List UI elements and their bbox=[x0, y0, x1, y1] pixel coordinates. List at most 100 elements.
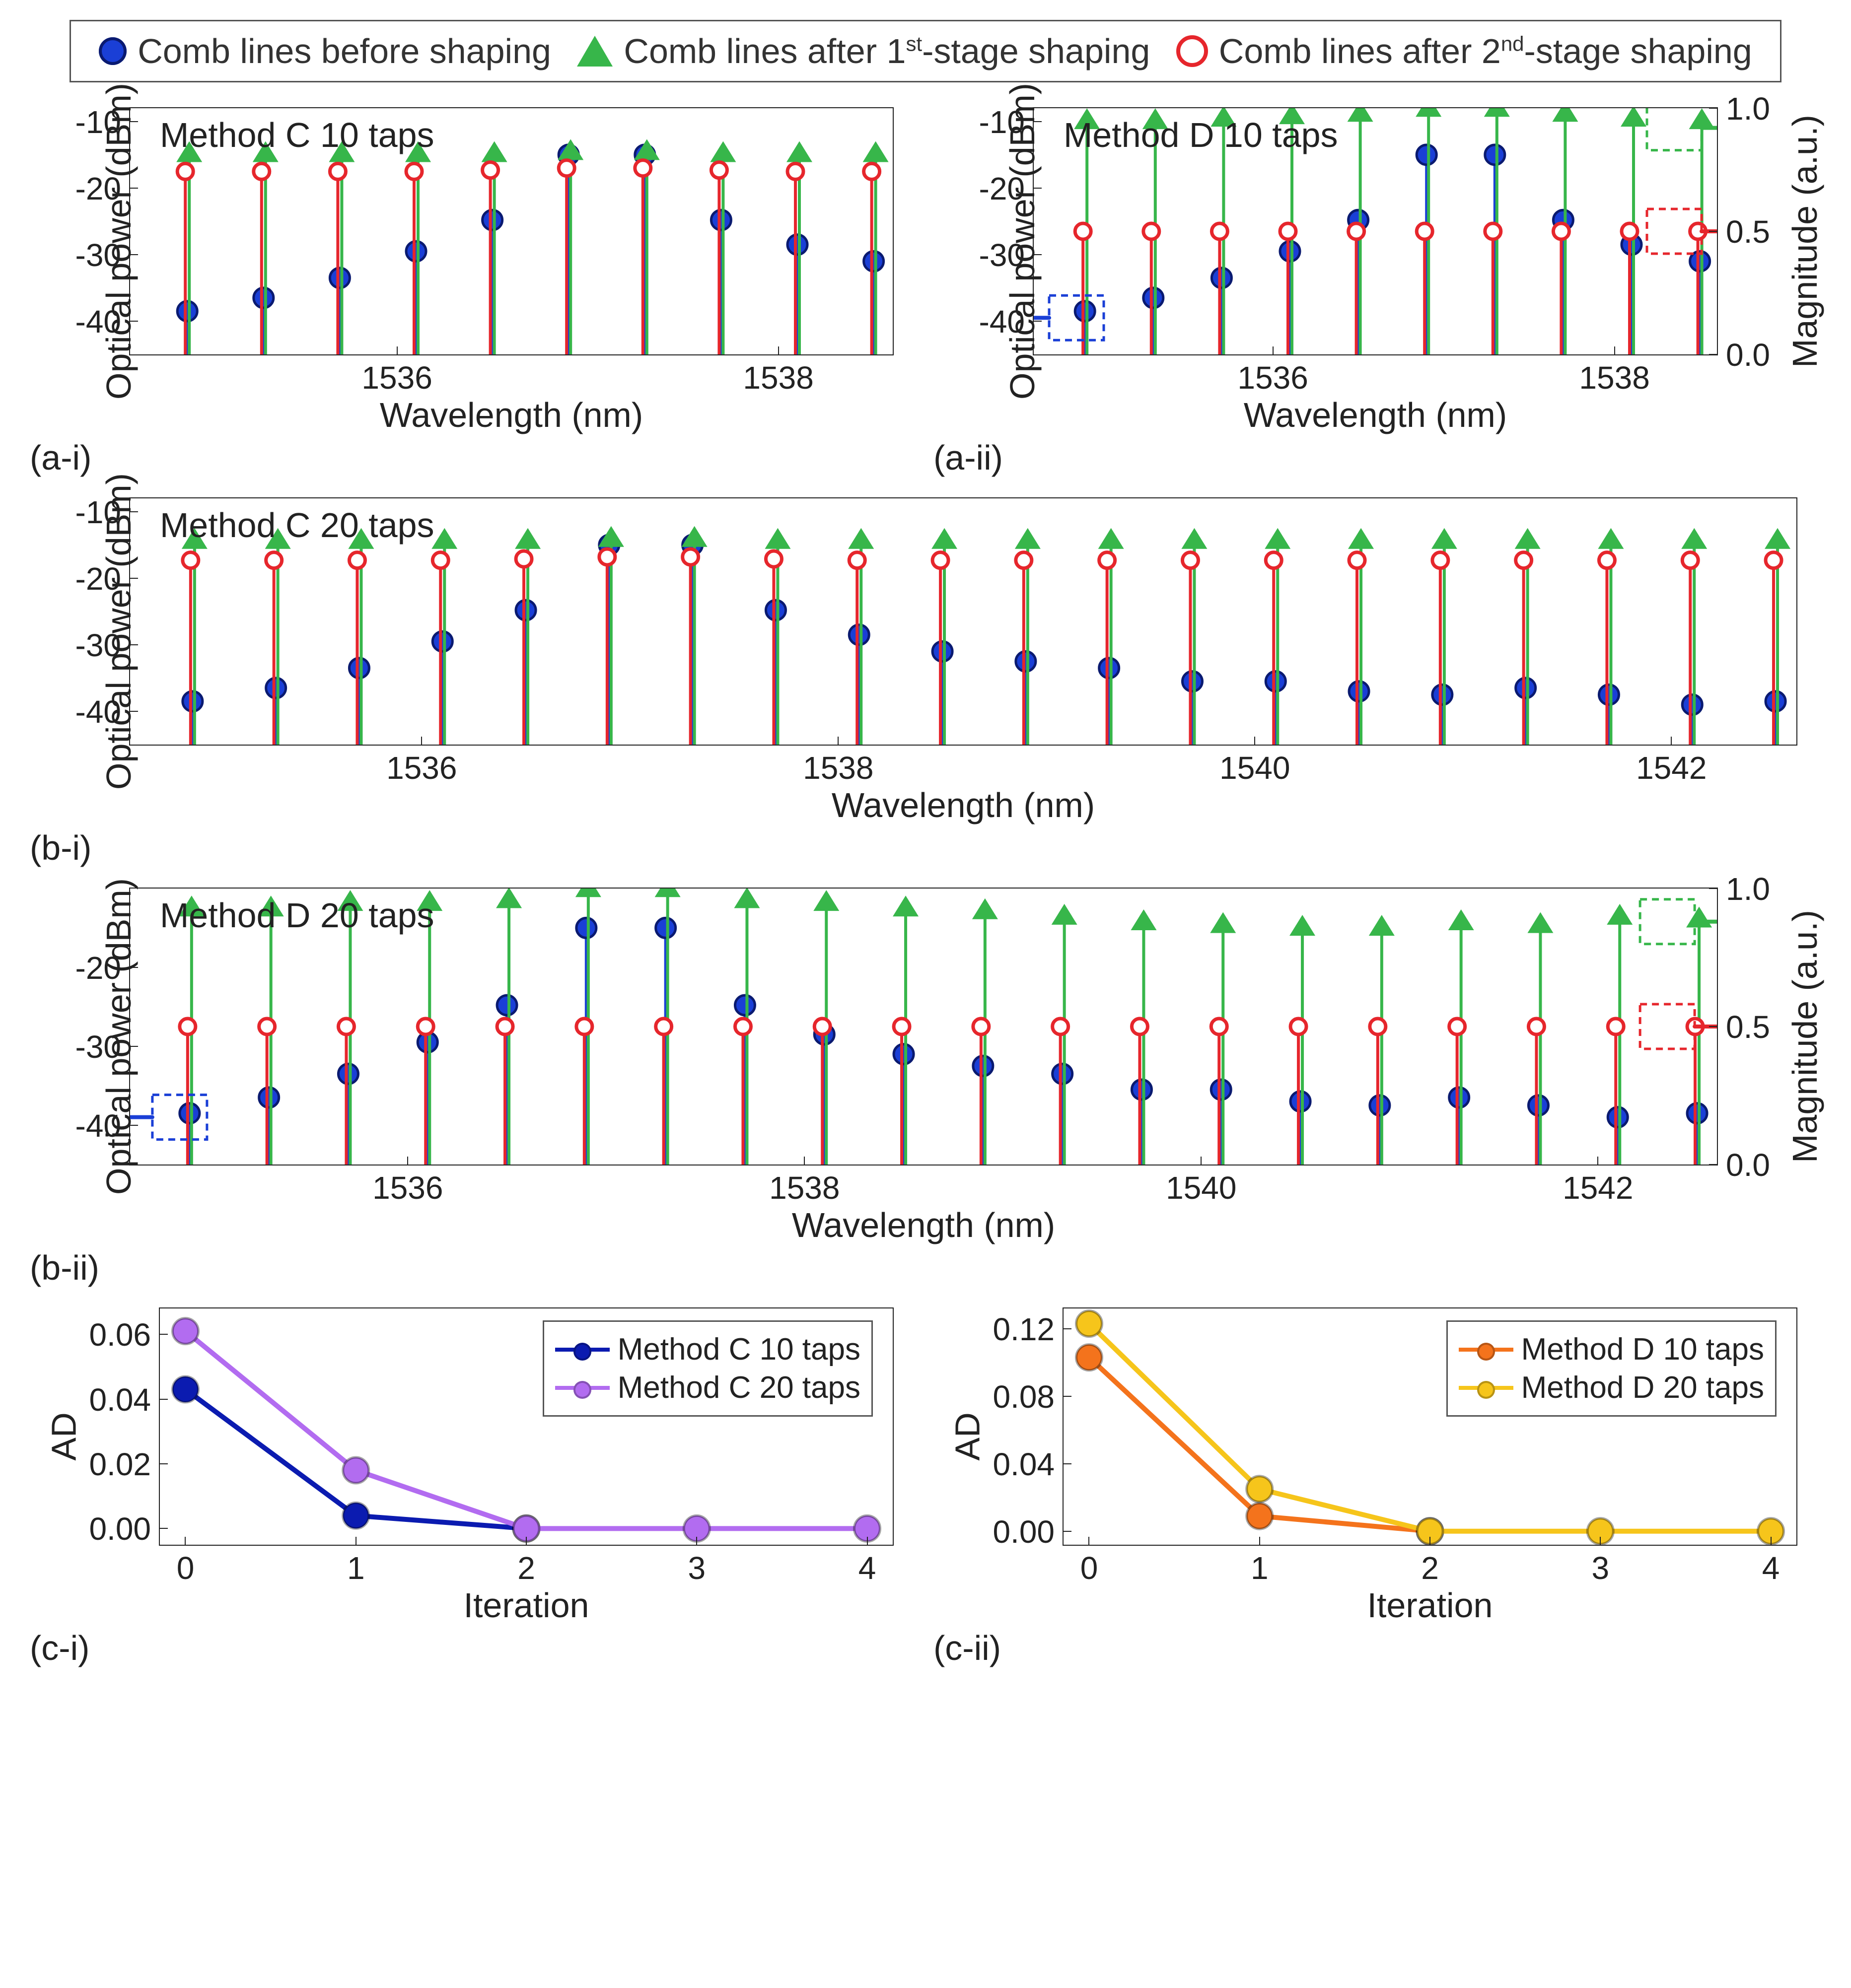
xtick-label: 1538 bbox=[755, 1169, 854, 1206]
panel-title: Method C 20 taps bbox=[160, 505, 434, 545]
ytick-mark bbox=[130, 121, 138, 122]
panel-title: Method D 20 taps bbox=[160, 895, 434, 935]
ytick-mark bbox=[130, 188, 138, 189]
ytick-label: -20 bbox=[37, 950, 121, 986]
ytick-mark bbox=[1034, 254, 1042, 255]
open-circle-icon bbox=[1176, 35, 1208, 67]
ytick-label: 0.00 bbox=[970, 1513, 1055, 1550]
panel-tag: (b-ii) bbox=[30, 1248, 1817, 1288]
panel-b-ii: Optical power (dBm) Magnitude (a.u.) Met… bbox=[30, 888, 1817, 1288]
xtick-label: 1538 bbox=[1565, 359, 1664, 396]
ytick-label: 0.02 bbox=[67, 1446, 151, 1483]
xlabel-wavelength: Wavelength (nm) bbox=[129, 395, 894, 435]
legend-row: Method D 20 taps bbox=[1459, 1370, 1764, 1405]
ytick-label: -40 bbox=[37, 1107, 121, 1144]
ytick-right-label: 0.5 bbox=[1726, 1009, 1770, 1045]
plot-a-i: Method C 10 taps-40-30-20-1015361538 bbox=[129, 107, 894, 355]
ytick-label: -20 bbox=[37, 170, 121, 207]
plot-b-i: Method C 20 taps-40-30-20-10153615381540… bbox=[129, 497, 1797, 746]
ytick-label: -10 bbox=[37, 104, 121, 140]
ytick-right-mark bbox=[1709, 231, 1717, 232]
xlabel-iteration: Iteration bbox=[159, 1585, 894, 1625]
xtick-label: 3 bbox=[1551, 1550, 1650, 1586]
plot-b-ii: Method D 20 taps-40-30-20153615381540154… bbox=[129, 888, 1718, 1165]
xtick-label: 1542 bbox=[1622, 750, 1721, 786]
legend-item-stage1: Comb lines after 1st-stage shaping bbox=[577, 31, 1150, 71]
xlabel-wavelength: Wavelength (nm) bbox=[1033, 395, 1718, 435]
xtick-mark bbox=[867, 1537, 868, 1545]
panel-b-i: Optical power (dBm) Method C 20 taps-40-… bbox=[30, 497, 1817, 868]
ytick-label: -20 bbox=[940, 170, 1025, 207]
ytick-right-mark bbox=[1709, 108, 1717, 109]
xtick-mark bbox=[1273, 346, 1274, 354]
row-a: Optical power (dBm) Method C 10 taps-40-… bbox=[30, 107, 1821, 478]
ytick-mark bbox=[1064, 1396, 1071, 1397]
xtick-label: 1 bbox=[306, 1550, 406, 1586]
legend-line-icon bbox=[555, 1348, 610, 1352]
ytick-mark bbox=[130, 1046, 138, 1047]
triangle-icon bbox=[577, 36, 613, 67]
panel-tag: (a-ii) bbox=[933, 438, 1817, 478]
xtick-mark bbox=[1254, 737, 1255, 745]
xtick-label: 0 bbox=[136, 1550, 235, 1586]
ytick-mark bbox=[130, 711, 138, 712]
ytick-mark bbox=[1034, 121, 1042, 122]
panel-c-ii: AD Method D 10 tapsMethod D 20 taps0.000… bbox=[933, 1307, 1817, 1668]
ytick-mark bbox=[130, 578, 138, 579]
xtick-mark bbox=[838, 737, 839, 745]
dot-icon bbox=[99, 37, 127, 65]
ytick-right-label: 0.0 bbox=[1726, 1147, 1770, 1183]
plot-c-i: Method C 10 tapsMethod C 20 taps0.000.02… bbox=[159, 1307, 894, 1546]
xtick-label: 0 bbox=[1040, 1550, 1139, 1586]
xtick-label: 2 bbox=[477, 1550, 576, 1586]
panel-c-i: AD Method C 10 tapsMethod C 20 taps0.000… bbox=[30, 1307, 914, 1668]
figure-page: Comb lines before shaping Comb lines aft… bbox=[0, 0, 1851, 1717]
xtick-mark bbox=[185, 1537, 186, 1545]
ytick-right-mark bbox=[1709, 1164, 1717, 1165]
ylabel-magnitude: Magnitude (a.u.) bbox=[1785, 115, 1825, 368]
ytick-label: -10 bbox=[37, 494, 121, 531]
legend-label: Method D 20 taps bbox=[1521, 1370, 1764, 1405]
panel-tag: (c-ii) bbox=[933, 1628, 1817, 1668]
legend-label: Method C 20 taps bbox=[618, 1370, 860, 1405]
xtick-label: 3 bbox=[647, 1550, 746, 1586]
xtick-label: 4 bbox=[818, 1550, 917, 1586]
xtick-mark bbox=[1201, 1157, 1202, 1165]
ytick-label: -30 bbox=[940, 237, 1025, 274]
ytick-label: -40 bbox=[37, 693, 121, 730]
xtick-label: 1538 bbox=[788, 750, 888, 786]
legend-row: Method C 10 taps bbox=[555, 1332, 860, 1367]
xtick-label: 1536 bbox=[372, 750, 471, 786]
xtick-mark bbox=[778, 346, 779, 354]
legend-label: Method C 10 taps bbox=[618, 1332, 860, 1367]
ytick-right-label: 1.0 bbox=[1726, 90, 1770, 127]
ytick-label: -30 bbox=[37, 1028, 121, 1065]
xtick-label: 1542 bbox=[1548, 1169, 1647, 1206]
ytick-mark bbox=[160, 1463, 168, 1464]
xtick-mark bbox=[1259, 1537, 1260, 1545]
ytick-mark bbox=[130, 644, 138, 645]
panel-tag: (a-i) bbox=[30, 438, 914, 478]
xtick-mark bbox=[696, 1537, 697, 1545]
panel-title: Method C 10 taps bbox=[160, 115, 434, 155]
row-c: AD Method C 10 tapsMethod C 20 taps0.000… bbox=[30, 1307, 1821, 1668]
legend-label: Comb lines after 2nd-stage shaping bbox=[1219, 31, 1752, 71]
xlabel-wavelength: Wavelength (nm) bbox=[129, 785, 1797, 825]
xtick-mark bbox=[1771, 1537, 1772, 1545]
xtick-mark bbox=[1671, 737, 1672, 745]
legend-line-icon bbox=[555, 1386, 610, 1390]
xtick-label: 1536 bbox=[1223, 359, 1323, 396]
ytick-mark bbox=[1064, 1328, 1071, 1329]
legend-box: Method D 10 tapsMethod D 20 taps bbox=[1446, 1320, 1777, 1417]
ylabel-magnitude: Magnitude (a.u.) bbox=[1785, 910, 1825, 1163]
ytick-mark bbox=[130, 511, 138, 512]
ytick-mark bbox=[130, 254, 138, 255]
ytick-right-mark bbox=[1709, 888, 1717, 889]
ytick-label: 0.06 bbox=[67, 1316, 151, 1353]
xtick-mark bbox=[1597, 1157, 1598, 1165]
ytick-label: -30 bbox=[37, 237, 121, 274]
ytick-mark bbox=[130, 967, 138, 968]
ytick-mark bbox=[1034, 188, 1042, 189]
xtick-mark bbox=[407, 1157, 408, 1165]
xtick-label: 1540 bbox=[1205, 750, 1304, 786]
